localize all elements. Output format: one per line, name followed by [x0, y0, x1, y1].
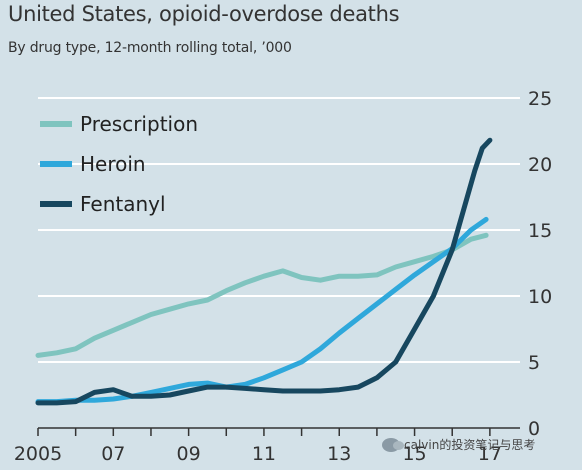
x-tick-label: 17: [478, 443, 502, 465]
wechat-icon: [382, 437, 404, 452]
x-tick-label: 13: [327, 443, 351, 465]
legend: Prescription Heroin Fentanyl: [40, 112, 198, 216]
x-tick-label: 09: [177, 443, 201, 465]
x-tick-label: 07: [101, 443, 125, 465]
x-tick-label: 11: [252, 443, 276, 465]
y-tick-label: 5: [528, 352, 540, 374]
legend-label: Fentanyl: [80, 192, 166, 216]
y-tick-label: 25: [528, 88, 552, 110]
series-lines: [35, 137, 493, 406]
axes: 0 5 10 15 20 25 2005 07 09 11 13 15 17: [14, 88, 552, 465]
y-tick-label: 15: [528, 220, 552, 242]
watermark: calvin的投资笔记与思考: [382, 436, 535, 453]
chart-title: United States, opioid-overdose deaths: [8, 2, 400, 26]
legend-label: Heroin: [80, 152, 146, 176]
series-line-prescription: [35, 232, 489, 358]
x-tick-label: 2005: [14, 443, 62, 465]
x-tick-label: 15: [402, 443, 426, 465]
series-line-heroin: [35, 216, 489, 405]
legend-label: Prescription: [80, 112, 198, 136]
y-tick-label: 20: [528, 154, 552, 176]
watermark-text: calvin的投资笔记与思考: [404, 438, 536, 452]
y-tick-label: 0: [528, 418, 540, 440]
series-line-fentanyl: [35, 137, 493, 406]
y-tick-label: 10: [528, 286, 552, 308]
gridlines: [38, 97, 520, 363]
chart-subtitle: By drug type, 12-month rolling total, ’0…: [8, 40, 292, 56]
